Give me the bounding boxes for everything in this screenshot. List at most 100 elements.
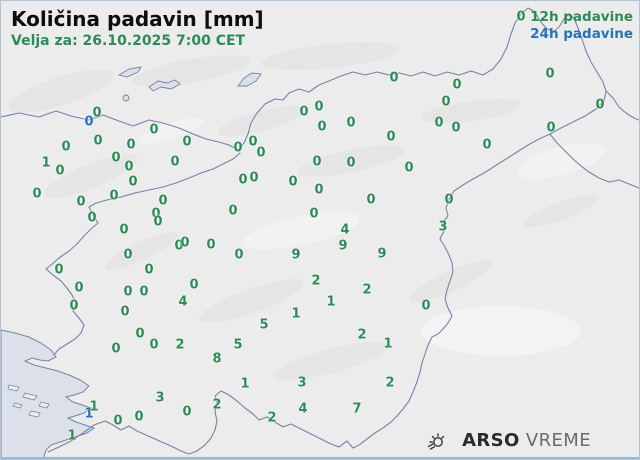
station-value: 0: [174, 238, 184, 254]
station-value: 0: [54, 262, 64, 278]
station-value: 3: [297, 375, 307, 391]
station-value: 0: [386, 129, 396, 145]
station-value: 0: [111, 341, 121, 357]
station-value: 0: [158, 193, 168, 209]
station-value: 0: [55, 163, 65, 179]
station-value: 0: [189, 277, 199, 293]
station-value: 2: [212, 397, 222, 413]
station-value: 0: [182, 404, 192, 420]
legend-item-12h: 12h padavine: [530, 9, 633, 25]
station-value: 3: [155, 390, 165, 406]
station-value: 0: [256, 145, 266, 161]
weather-sun-icon: [427, 433, 445, 450]
relief-highlights: [137, 117, 605, 356]
station-value: 1: [67, 428, 77, 444]
station-value: 2: [175, 337, 185, 353]
station-value: 0: [482, 137, 492, 153]
station-value: 2: [385, 375, 395, 391]
station-value: 0: [452, 77, 462, 93]
header: Količina padavin [mm] Velja za: 26.10.20…: [11, 7, 264, 49]
station-value: 0: [170, 154, 180, 170]
arso-vreme-wordmark: ARSO VREME: [462, 430, 591, 451]
station-value: 5: [259, 317, 269, 333]
station-value: 0: [228, 203, 238, 219]
station-value: 0: [113, 413, 123, 429]
station-value: 0: [421, 298, 431, 314]
station-value: 0: [128, 174, 138, 190]
station-value: 0: [76, 194, 86, 210]
arso-text: ARSO: [462, 429, 520, 451]
station-value: 1: [84, 406, 94, 422]
station-value: 0: [206, 237, 216, 253]
station-value: 0: [248, 134, 258, 150]
station-value: 4: [298, 401, 308, 417]
station-value: 0: [546, 120, 556, 136]
station-value: 0: [404, 160, 414, 176]
station-value: 0: [314, 182, 324, 198]
station-value: 0: [366, 192, 376, 208]
station-value: 0: [451, 120, 461, 136]
page-title: Količina padavin [mm]: [11, 7, 264, 31]
station-value: 0: [120, 304, 130, 320]
station-value: 0: [123, 284, 133, 300]
station-value: 0: [123, 247, 133, 263]
station-value: 9: [377, 246, 387, 262]
station-value: 0: [249, 170, 259, 186]
station-value: 0: [139, 284, 149, 300]
sea-adriatic: [1, 329, 96, 459]
station-value: 0: [74, 280, 84, 296]
vreme-text: VREME: [525, 429, 591, 451]
station-value: 0: [312, 154, 322, 170]
station-value: 0: [153, 214, 163, 230]
station-value: 1: [89, 399, 99, 415]
station-value: 1: [291, 306, 301, 322]
station-value: 0: [314, 99, 324, 115]
station-value: 0: [441, 94, 451, 110]
station-value: 0: [288, 174, 298, 190]
station-value: 9: [338, 238, 348, 254]
station-value: 0: [119, 222, 129, 238]
lagoon-islands: [7, 384, 50, 418]
station-value: 0: [149, 122, 159, 138]
station-value: 0: [87, 210, 97, 226]
station-value: 2: [311, 273, 321, 289]
station-value: 0: [92, 105, 102, 121]
station-value: 1: [41, 155, 51, 171]
station-value: 2: [362, 282, 372, 298]
lakes: [117, 66, 262, 102]
country-borders: [1, 7, 639, 455]
station-value: 5: [233, 337, 243, 353]
station-value: 0: [111, 150, 121, 166]
station-value: 0: [69, 298, 79, 314]
legend-item-24h: 24h padavine: [530, 26, 633, 42]
station-value: 0: [309, 206, 319, 222]
station-value: 0: [126, 137, 136, 153]
station-value: 0: [124, 159, 134, 175]
station-value: 1: [240, 376, 250, 392]
station-value: 2: [267, 410, 277, 426]
station-value: 0: [317, 119, 327, 135]
station-value: 9: [291, 247, 301, 263]
station-value: 0: [135, 326, 145, 342]
station-value: 8: [212, 351, 222, 367]
station-value: 4: [178, 294, 188, 310]
station-value: 0: [595, 97, 605, 113]
station-value: 0: [346, 155, 356, 171]
station-value: 0: [233, 140, 243, 156]
legend: 12h padavine 24h padavine: [530, 9, 633, 43]
station-value: 3: [438, 219, 448, 235]
station-value: 1: [326, 294, 336, 310]
station-value: 7: [352, 401, 362, 417]
bottom-border-line: [1, 457, 639, 459]
station-value: 0: [434, 115, 444, 131]
station-value: 0: [109, 188, 119, 204]
station-value: 0: [151, 206, 161, 222]
station-value: 0: [84, 114, 94, 130]
station-value: 0: [182, 134, 192, 150]
station-value: 0: [234, 247, 244, 263]
station-value: 0: [144, 262, 154, 278]
valid-time-subtitle: Velja za: 26.10.2025 7:00 CET: [11, 33, 246, 49]
station-value: 4: [340, 222, 350, 238]
